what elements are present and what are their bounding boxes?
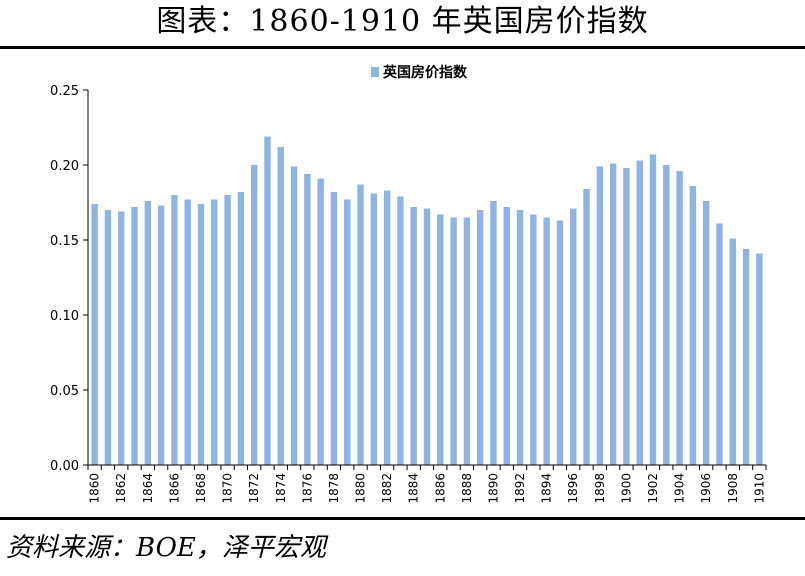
y-axis: 0.00 0.05 0.10 0.15 0.20 0.25 <box>50 84 89 474</box>
x-tick-label: 1874 <box>274 473 288 504</box>
bar <box>118 211 125 465</box>
bar <box>304 174 311 465</box>
bar <box>516 210 524 465</box>
x-tick-label: 1882 <box>380 473 394 504</box>
y-tick-label: 0.00 <box>50 459 79 474</box>
source-note: 资料来源：BOE，泽平宏观 <box>6 533 326 563</box>
bar <box>264 136 271 465</box>
bar <box>91 204 98 465</box>
x-tick-label: 1898 <box>593 473 607 504</box>
legend-label: 英国房价指数 <box>382 64 468 81</box>
bar <box>570 208 577 465</box>
bar <box>344 199 351 465</box>
page-title: 图表：1860-1910 年英国房价指数 <box>156 4 649 39</box>
bar <box>330 192 338 465</box>
bar <box>676 171 683 465</box>
bar <box>131 207 138 465</box>
x-tick-label: 1900 <box>619 473 633 504</box>
x-tick-label: 1906 <box>699 473 713 504</box>
bar <box>410 207 417 465</box>
title-divider <box>0 46 805 49</box>
bar <box>663 165 670 465</box>
bar <box>157 205 165 465</box>
x-tick-label: 1878 <box>327 473 341 504</box>
x-tick-label: 1904 <box>673 473 687 504</box>
bar <box>397 196 404 465</box>
bar <box>144 201 152 465</box>
y-tick-label: 0.20 <box>50 159 79 174</box>
bar <box>636 160 643 465</box>
x-tick-label: 1908 <box>726 473 740 504</box>
x-tick-label: 1872 <box>247 473 261 504</box>
y-tick-label: 0.10 <box>50 309 79 324</box>
bar <box>171 195 178 465</box>
x-tick-label: 1890 <box>486 473 500 504</box>
x-tick-label: 1888 <box>460 473 474 504</box>
bar <box>317 178 324 465</box>
bar <box>211 199 218 465</box>
x-tick-label: 1896 <box>566 473 580 504</box>
bar <box>530 214 537 465</box>
bar <box>716 223 723 465</box>
bar <box>383 190 391 465</box>
x-tick-label: 1892 <box>513 473 527 504</box>
bar <box>689 186 697 465</box>
y-tick-label: 0.05 <box>50 384 79 399</box>
bar <box>702 201 710 465</box>
x-tick-label: 1886 <box>433 473 447 504</box>
x-axis: 1860 1862 1864 1866 1868 1870 1872 1874 1876 1878… <box>87 464 767 504</box>
x-tick-label: 1902 <box>646 473 660 504</box>
bar <box>104 210 112 465</box>
bar <box>463 217 471 465</box>
bar <box>609 163 617 465</box>
bar <box>623 168 630 465</box>
bar-chart: 英国房价指数 0.00 0.05 0.10 0.15 0.20 0.25 1860 1862… <box>50 64 767 504</box>
chart-legend: 英国房价指数 <box>371 64 468 81</box>
bar <box>237 192 245 465</box>
bar <box>503 207 510 465</box>
bar <box>583 189 590 465</box>
legend-swatch <box>371 67 379 77</box>
x-tick-label: 1880 <box>354 473 368 504</box>
bar <box>224 195 231 465</box>
bar <box>437 214 444 465</box>
x-tick-label: 1862 <box>114 473 128 504</box>
x-tick-label: 1910 <box>752 473 766 504</box>
x-tick-label: 1884 <box>407 473 421 504</box>
bar <box>729 238 736 465</box>
bar-series <box>91 136 763 465</box>
bar <box>184 199 191 465</box>
bar <box>423 208 431 465</box>
bar <box>649 154 657 465</box>
bar <box>250 165 258 465</box>
bar <box>197 204 205 465</box>
bar <box>450 217 457 465</box>
bar <box>556 220 564 465</box>
x-tick-label: 1876 <box>300 473 314 504</box>
x-tick-label: 1870 <box>221 473 235 504</box>
x-tick-label: 1894 <box>540 473 554 504</box>
bar <box>370 193 378 465</box>
y-tick-label: 0.25 <box>50 84 79 99</box>
bar <box>277 147 284 465</box>
bar <box>290 166 298 465</box>
y-tick-label: 0.15 <box>50 234 79 249</box>
bar <box>596 166 604 465</box>
bar <box>742 249 750 465</box>
x-tick-label: 1866 <box>167 473 181 504</box>
footer-divider <box>0 517 805 520</box>
x-tick-label: 1868 <box>194 473 208 504</box>
bar <box>490 201 497 465</box>
bar <box>357 184 364 465</box>
x-tick-label: 1864 <box>141 473 155 504</box>
bar <box>543 217 550 465</box>
bar <box>756 253 763 465</box>
bar <box>476 210 484 465</box>
x-tick-label: 1860 <box>88 473 102 504</box>
